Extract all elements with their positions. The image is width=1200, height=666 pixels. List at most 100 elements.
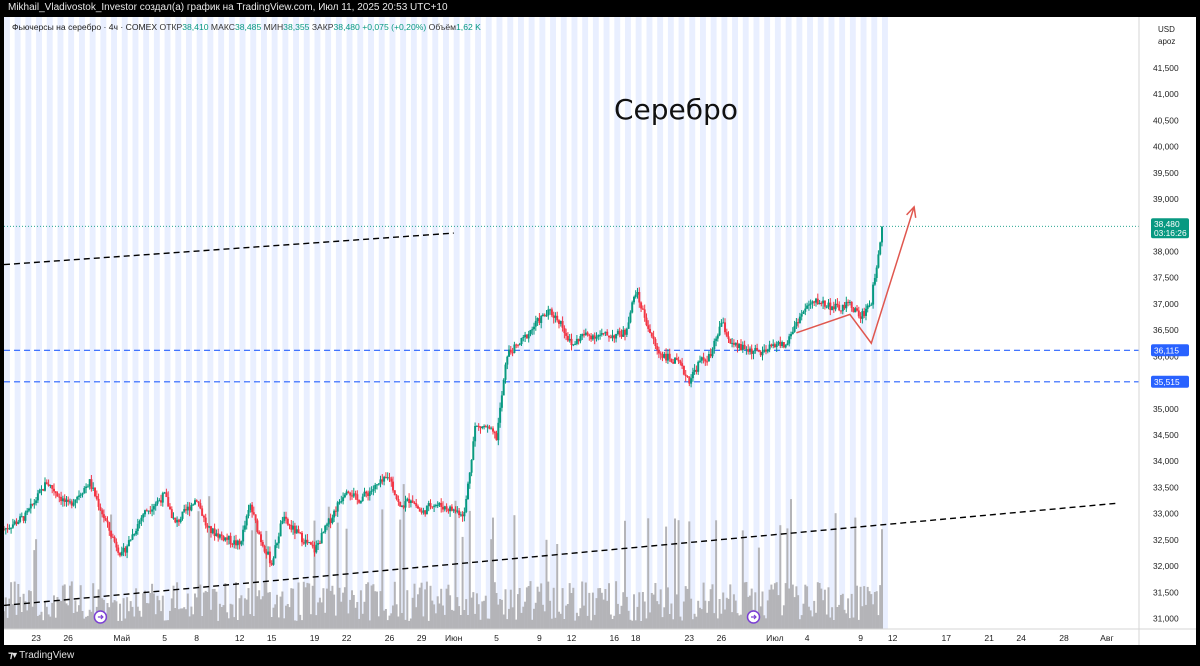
time-tick-label: 5 (162, 633, 167, 643)
candle-body (401, 506, 403, 508)
currency-label[interactable]: USD apoz (1158, 24, 1175, 48)
forecast-polyline[interactable] (796, 206, 915, 345)
volume-bar (35, 539, 38, 629)
level-badge (1151, 375, 1189, 388)
session-band (261, 17, 267, 629)
candle-body (302, 542, 305, 544)
volume-bar (766, 600, 769, 629)
candle-body (349, 492, 352, 496)
candle-body (806, 305, 809, 309)
volume-bar (620, 605, 623, 629)
volume-bar (688, 521, 691, 629)
candle-body (832, 306, 835, 310)
price-tick-label: 32,500 (1153, 535, 1179, 545)
volume-bar (183, 607, 186, 629)
volume-bar (365, 584, 368, 629)
volume-bar (267, 592, 270, 629)
volume-bar (629, 619, 632, 629)
volume-bar (242, 615, 245, 629)
candle-body (547, 309, 550, 316)
volume-bar (691, 619, 694, 629)
candle-body (595, 336, 598, 339)
volume-bar (702, 582, 705, 629)
volume-bar (566, 604, 569, 629)
session-band (443, 17, 449, 629)
volume-bar (668, 614, 671, 629)
candle-body (174, 517, 177, 523)
candle-body (558, 320, 560, 324)
volume-bar (288, 607, 291, 629)
volume-bar (643, 601, 646, 629)
volume-bar (831, 607, 834, 629)
volume-bar (583, 605, 585, 629)
currency-code: USD (1158, 25, 1175, 34)
candle-body (481, 426, 484, 428)
volume-bar (665, 526, 668, 629)
candle-body (69, 501, 71, 503)
candle-body (777, 341, 780, 345)
trend-line[interactable] (4, 232, 454, 266)
candle-body (520, 338, 523, 345)
volume-bar (777, 595, 780, 629)
candle-body (875, 267, 878, 278)
volume-bar (732, 594, 735, 629)
volume-bar (85, 616, 88, 629)
volume-bar (472, 592, 475, 629)
volume-bar (775, 582, 778, 629)
volume-bar (618, 614, 621, 629)
volume-bar (406, 590, 409, 629)
time-tick-label: 24 (1016, 633, 1026, 643)
candle-body (850, 301, 853, 308)
session-band (57, 17, 64, 629)
volume-bar (422, 616, 425, 629)
candle-body (686, 376, 689, 377)
candle-body (11, 524, 14, 528)
candle-body (211, 528, 214, 534)
session-band (314, 17, 321, 629)
candle-body (720, 322, 723, 327)
session-band (560, 17, 567, 629)
volume-bar (798, 619, 801, 629)
candle-body (509, 349, 512, 353)
candle-body (206, 525, 209, 528)
candle-body (238, 540, 241, 545)
candle-body (138, 520, 141, 524)
candle-body (674, 357, 676, 364)
volume-bar (429, 585, 432, 629)
chart-svg[interactable]: 31,000 31,500 32,000 32,500 33,000 33,500 34,0… (4, 17, 1196, 645)
candle-body (574, 343, 577, 345)
volume-bar (502, 614, 505, 629)
trend-line[interactable] (4, 502, 1118, 607)
volume-bar (872, 604, 875, 629)
volume-bar (436, 596, 439, 629)
candle-body (179, 518, 182, 522)
volume-bar (334, 615, 337, 629)
candle-body (709, 354, 712, 357)
volume-bar (541, 604, 544, 629)
candle-body (78, 495, 80, 497)
volume-bar (440, 588, 443, 629)
session-band (849, 17, 856, 629)
volume-bar (290, 588, 293, 629)
volume-bar (724, 609, 726, 629)
volume-bar (711, 584, 714, 629)
volume-bar (715, 520, 718, 629)
volume-bar (415, 607, 418, 629)
volume-bar (424, 589, 427, 629)
candle-body (226, 537, 229, 540)
candle-body (265, 551, 268, 555)
volume-bar (561, 588, 564, 629)
volume-bar (69, 585, 71, 629)
session-band (410, 17, 417, 629)
chart-area[interactable]: 31,000 31,500 32,000 32,500 33,000 33,500 34,0… (4, 17, 1196, 645)
volume-bar (425, 581, 428, 629)
candle-body (738, 344, 741, 348)
candle-body (788, 336, 791, 344)
volume-bar (759, 606, 762, 629)
candle-body (608, 335, 610, 338)
volume-bar (136, 606, 139, 629)
candle-body (581, 334, 584, 337)
candle-body (22, 516, 25, 521)
candle-body (261, 542, 264, 546)
volume-bar (447, 584, 450, 629)
